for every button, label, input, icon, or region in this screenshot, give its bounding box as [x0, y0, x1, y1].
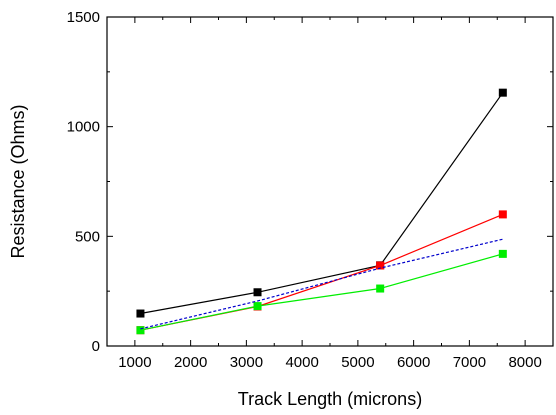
- y-tick-label: 0: [92, 338, 100, 355]
- series-0-point: [136, 309, 145, 318]
- x-tick-label: 5000: [341, 354, 374, 371]
- series-2-point: [498, 249, 507, 258]
- x-tick-label: 3000: [230, 354, 263, 371]
- series-1-point: [376, 261, 385, 270]
- y-tick-label: 1500: [67, 9, 100, 26]
- x-tick-label: 6000: [397, 354, 430, 371]
- series-2-point: [376, 284, 385, 293]
- y-tick-label: 1000: [67, 119, 100, 136]
- series-1-point: [498, 210, 507, 219]
- x-axis-label: Track Length (microns): [238, 389, 422, 409]
- y-tick-label: 500: [75, 228, 100, 245]
- x-tick-label: 4000: [285, 354, 318, 371]
- series-2-point: [136, 326, 145, 335]
- x-tick-label: 1000: [118, 354, 151, 371]
- series-0-line: [140, 92, 504, 315]
- series-3-line: [140, 238, 503, 330]
- y-axis-label: Resistance (Ohms): [8, 104, 28, 258]
- series-0-point: [498, 88, 507, 97]
- series-0-point: [253, 288, 262, 297]
- plot-area-frame: [106, 16, 554, 347]
- series-2-point: [253, 302, 262, 311]
- x-tick-label: 7000: [453, 354, 486, 371]
- x-tick-label: 2000: [174, 354, 207, 371]
- series-2-line: [140, 253, 503, 331]
- series-1-line: [140, 213, 504, 331]
- x-tick-label: 8000: [508, 354, 541, 371]
